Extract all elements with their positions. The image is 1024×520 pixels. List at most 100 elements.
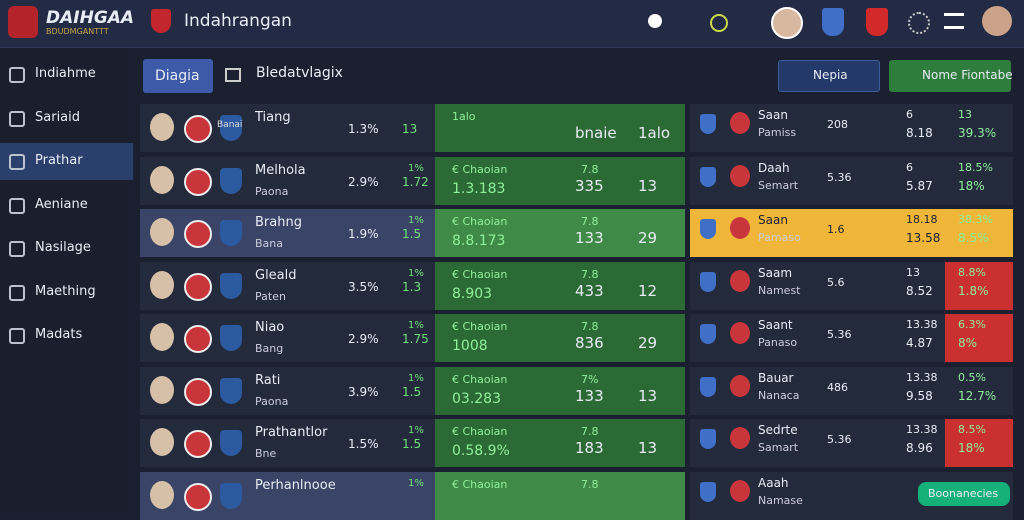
avatar[interactable]: [982, 6, 1012, 36]
menu[interactable]: [944, 13, 964, 29]
result: 1alo: [638, 124, 671, 142]
page-title: Indahrangan: [184, 11, 292, 31]
team-icon: [730, 427, 750, 449]
nav-label: Madats: [35, 327, 83, 342]
footer-button[interactable]: Boonanecies: [918, 482, 1010, 506]
score: 836: [575, 334, 604, 352]
match-row[interactable]: Perhanlnooe 1% € Chaoian 7.8: [140, 471, 685, 520]
odds-row[interactable]: Bauar Nanaca 486 13.38 9.58 0.5% 12.7%: [690, 366, 1013, 415]
match-row[interactable]: Melhola Paona 2.9% 1% 1.72 € Chaoian 1.3.183 7.…: [140, 156, 685, 205]
button-label: Nepia: [813, 68, 848, 82]
result: 12: [638, 281, 658, 300]
odds-v1: 13: [906, 265, 920, 279]
icon[interactable]: [710, 14, 728, 32]
odds-mid: 1.6: [827, 223, 845, 236]
match-row[interactable]: Banai Tiang 1.3% 13 1alo bnaie 1alo: [140, 104, 685, 152]
match-row[interactable]: Gleald Paten 3.5% 1% 1.3 € Chaoian 8.903 7.8 433…: [140, 261, 685, 310]
team-icon: [730, 217, 750, 239]
nav-icon: [9, 328, 25, 344]
num: 13: [402, 122, 418, 136]
name: Brahng: [255, 215, 302, 230]
primary-button[interactable]: Nome Fiontabe: [889, 60, 1013, 92]
settings[interactable]: [908, 12, 930, 34]
pct: 1.3%: [348, 122, 379, 136]
pct: 3.9%: [348, 384, 379, 399]
odds-label: € Chaoian: [452, 320, 508, 333]
odds-mid: 5.36: [827, 170, 852, 184]
tag: Banai: [217, 120, 243, 130]
search-button[interactable]: Nepia: [778, 60, 880, 92]
num: 1.5: [402, 384, 422, 399]
nav-label: Indiahme: [35, 66, 96, 81]
odds-label: € Chaoian: [452, 215, 508, 228]
odds-row[interactable]: Saan Pamaso 1.6 18.18 13.58 38.3% 8.5%: [690, 209, 1013, 257]
team-icon: [700, 376, 716, 397]
odds-row[interactable]: Saan Pamiss 208 6 8.18 13 39.3%: [690, 104, 1013, 152]
tab[interactable]: Diagia: [143, 59, 213, 93]
nav-item[interactable]: Madats: [0, 317, 133, 354]
odds-row[interactable]: Saant Panaso 5.36 13.38 4.87 6.3% 8%: [690, 314, 1013, 362]
nav-item[interactable]: Indiahme: [0, 56, 133, 93]
odds-label: € Chaoian: [452, 425, 508, 438]
odds-row[interactable]: Sedrte Samart 5.36 13.38 8.96 8.5% 18%: [690, 419, 1013, 467]
team-icon: [184, 115, 212, 143]
match-row[interactable]: Prathantlor Bne 1.5% 1% 1.5 € Chaoian 0.58.9% 7…: [140, 419, 685, 467]
odds-v2: 13.58: [906, 231, 941, 245]
odds-row[interactable]: Saam Namest 5.6 13 8.52 8.8% 1.8%: [690, 261, 1013, 310]
odds-name: Saan: [758, 108, 788, 122]
match-row[interactable]: Niao Bang 2.9% 1% 1.75 € Chaoian 1008 7.8 836 29: [140, 314, 685, 362]
odds-mid: 5.6: [827, 275, 845, 289]
odds-v4: 8%: [958, 336, 978, 350]
nav-label: Nasilage: [35, 240, 91, 255]
nav-item[interactable]: Aeniane: [0, 187, 133, 224]
odds-block: [435, 366, 685, 415]
badge[interactable]: [866, 8, 888, 36]
pct: 2.9%: [348, 332, 379, 346]
odds: 8.903: [452, 285, 493, 302]
odds-label: € Chaoian: [452, 267, 508, 281]
tab[interactable]: Bledatvlagix: [256, 65, 343, 81]
top: 7.8: [581, 477, 599, 491]
delta: 1%: [408, 215, 424, 226]
result: 13: [638, 386, 658, 405]
badge[interactable]: [822, 8, 844, 36]
odds-v1: 6: [906, 108, 913, 121]
score: 133: [575, 386, 604, 405]
button-label: Nome Fiontabe: [922, 68, 1013, 82]
odds-row[interactable]: Daah Semart 5.36 6 5.87 18.5% 18%: [690, 156, 1013, 205]
team-icon: [220, 325, 242, 351]
top: 7.8: [581, 425, 599, 438]
team-icon: [150, 113, 174, 141]
team-icon: [150, 165, 174, 194]
odds-highlight: [945, 419, 1013, 467]
odds-name: Saant: [758, 318, 793, 332]
match-row[interactable]: Rati Paona 3.9% 1% 1.5 € Chaoian 03.283 7% 133 13: [140, 366, 685, 415]
nav-label: Sariaid: [35, 109, 81, 125]
header: DAIHGAA BDUDMGANTTT Indahrangan: [0, 0, 1024, 48]
nav-item[interactable]: Maething: [0, 274, 133, 311]
odds-panel: Saan Pamiss 208 6 8.18 13 39.3% Daah Semart 5.36 6…: [690, 104, 1013, 520]
odds-mid: 486: [827, 380, 848, 394]
odds-block: [435, 314, 685, 362]
avatar[interactable]: [771, 7, 803, 39]
odds-sub: Samart: [758, 441, 799, 454]
nav-label: Prathar: [35, 153, 83, 168]
team-icon: [700, 219, 716, 239]
nav-item[interactable]: Nasilage: [0, 230, 133, 267]
odds-v4: 12.7%: [958, 388, 997, 403]
icon[interactable]: [648, 14, 662, 28]
match-row[interactable]: Brahng Bana 1.9% 1% 1.5 € Chaoian 8.8.173 7.8 13…: [140, 209, 685, 257]
delta: 1%: [408, 162, 424, 174]
odds: 8.8.173: [452, 233, 506, 249]
team-icon: [700, 429, 716, 449]
odds: 1.3.183: [452, 180, 506, 197]
pct: 2.9%: [348, 174, 379, 189]
odds: 0.58.9%: [452, 443, 510, 459]
team-icon: [150, 375, 174, 404]
nav-item[interactable]: Sariaid: [0, 100, 133, 137]
odds-v3: 18.5%: [958, 160, 993, 174]
team-icon: [700, 324, 716, 344]
delta: 1%: [408, 320, 424, 331]
odds-v2: 5.87: [906, 178, 933, 193]
nav-item[interactable]: Prathar: [0, 143, 133, 180]
